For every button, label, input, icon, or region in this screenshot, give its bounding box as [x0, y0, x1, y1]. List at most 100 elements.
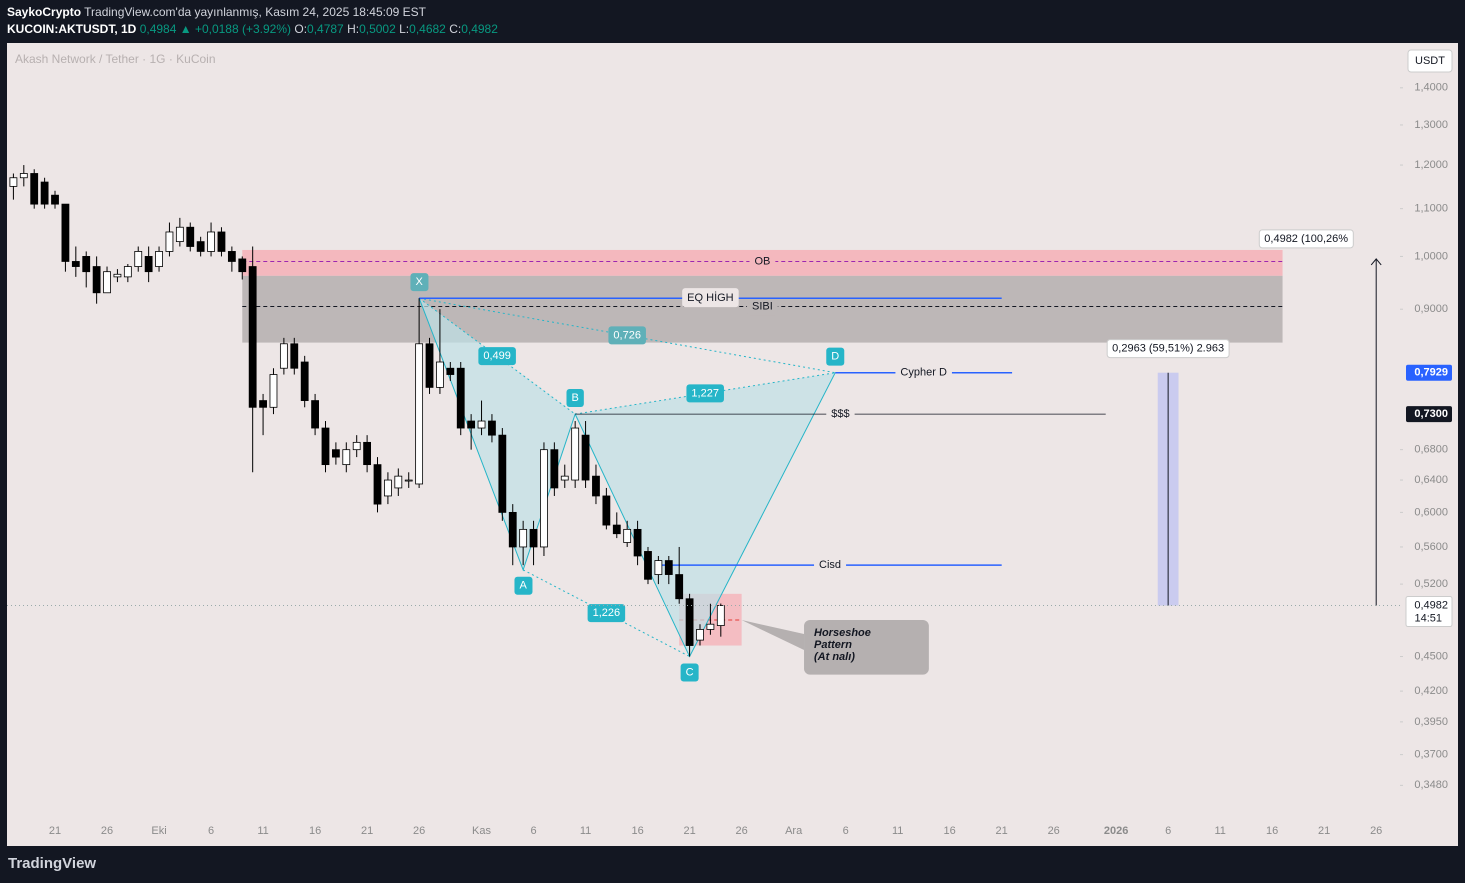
ohlc-key: L:: [399, 22, 410, 36]
x-tick-label: 6: [208, 825, 214, 837]
y-tick-label: 1,1000: [1414, 203, 1448, 215]
x-tick-label: 6: [1165, 825, 1171, 837]
y-tick-label: 0,3700: [1414, 749, 1448, 761]
pattern-label-box: [826, 347, 845, 366]
candle-body: [467, 420, 476, 429]
callout-text: Pattern: [814, 639, 852, 651]
brand: TradingView: [8, 855, 97, 872]
arrow-head: [1370, 258, 1382, 266]
candle-body: [425, 343, 434, 388]
ohlc-key: C:: [449, 22, 462, 36]
candle-body: [373, 464, 382, 505]
candle-body: [716, 605, 725, 626]
countdown: 14:51: [1414, 612, 1442, 624]
candle-body: [384, 479, 392, 497]
zone-label: OB: [754, 255, 770, 267]
pattern-label: A: [519, 580, 527, 592]
ratio-label: 1,226: [593, 607, 621, 619]
x-tick-label: 6: [530, 825, 536, 837]
candle-body: [633, 528, 642, 557]
x-tick-label: Kas: [472, 825, 491, 837]
candle-body: [352, 441, 361, 451]
candle-body: [103, 271, 111, 294]
candle-body: [456, 367, 465, 429]
x-tick-label: 21: [1318, 825, 1330, 837]
candle-body: [113, 273, 122, 278]
candle-body: [696, 629, 704, 641]
candle-body: [592, 475, 600, 497]
currency: USDT: [1415, 55, 1445, 67]
ohlc-value: 0,4787: [307, 22, 344, 36]
pattern-label-box: [680, 663, 699, 682]
last: 0,4984: [139, 22, 177, 36]
x-tick-label: 16: [309, 825, 321, 837]
y-tick-label: 1,4000: [1414, 82, 1448, 94]
candle-body: [415, 343, 424, 485]
pattern-point: X: [410, 273, 429, 292]
zone-label: SIBI: [752, 300, 773, 312]
x-tick-label: 21: [996, 825, 1008, 837]
candle-body: [134, 251, 143, 267]
candle-body: [196, 241, 205, 252]
price-label-box: [1406, 406, 1452, 423]
ratio-line: [522, 569, 690, 657]
x-tick-label: 6: [843, 825, 849, 837]
candle-body: [238, 258, 247, 273]
x-tick-label: 11: [892, 825, 903, 837]
x-tick-label: 11: [257, 825, 268, 837]
ratio-label-box: [587, 604, 626, 623]
change: ▲ +0,0188 (+3.92%): [179, 22, 292, 36]
pattern-point: A: [514, 576, 533, 595]
candle-body: [300, 361, 309, 401]
y-tick-label: 0,4500: [1414, 650, 1448, 662]
chart-title: Akash Network / Tether · 1G · KuCoin: [15, 52, 216, 66]
candle-body: [279, 343, 288, 369]
x-tick-label: 26: [413, 825, 425, 837]
price-label: 0,7929: [1414, 367, 1448, 379]
currency-box: [1407, 49, 1453, 73]
measure-label: 0,4982 (100,26%: [1264, 233, 1348, 245]
measure-label-box: [1258, 229, 1354, 249]
candle-body: [644, 551, 652, 580]
candle-body: [654, 560, 663, 575]
author: SaykoCrypto: [7, 5, 82, 19]
x-tick-label: 26: [101, 825, 113, 837]
candle-body: [175, 226, 184, 243]
candle-body: [165, 231, 174, 252]
ratio-line: [418, 297, 576, 415]
candle-body: [144, 256, 153, 273]
pattern-fill: [575, 372, 836, 657]
candle-body: [71, 261, 80, 267]
ohlc-value: 0,4982: [461, 22, 498, 36]
y-tick-label: 0,5600: [1414, 541, 1448, 553]
ohlc-key: H:: [347, 22, 360, 36]
x-tick-label: 2026: [1104, 825, 1128, 837]
ratio-label: 1,227: [691, 387, 719, 399]
pattern-point: B: [566, 389, 584, 408]
candle-body: [519, 528, 528, 548]
level-label: EQ HİGH: [687, 291, 734, 304]
candle-body: [123, 266, 132, 278]
candle-body: [623, 528, 632, 543]
x-tick-label: 16: [631, 825, 643, 837]
zone-label-box: [749, 252, 776, 271]
ohlc-value: 0,5002: [359, 22, 396, 36]
candle-body: [82, 256, 91, 273]
level-label-box: [682, 288, 739, 308]
candle-body: [363, 441, 372, 466]
candle-body: [92, 266, 101, 294]
candle-body: [51, 194, 59, 205]
pattern-label-box: [410, 273, 429, 292]
y-tick-label: 0,5200: [1414, 578, 1448, 590]
x-tick-label: 26: [735, 825, 747, 837]
ratio-label: 0,726: [613, 329, 641, 341]
pattern-label-box: [514, 576, 533, 595]
candle-body: [342, 449, 351, 466]
x-tick-label: 16: [1266, 825, 1278, 837]
level-label-box: [814, 556, 847, 575]
ratio-label-box: [686, 384, 724, 403]
ohlc-value: 0,4682: [409, 22, 446, 36]
callout-text: Horseshoe: [814, 627, 871, 639]
candle-body: [394, 475, 403, 489]
